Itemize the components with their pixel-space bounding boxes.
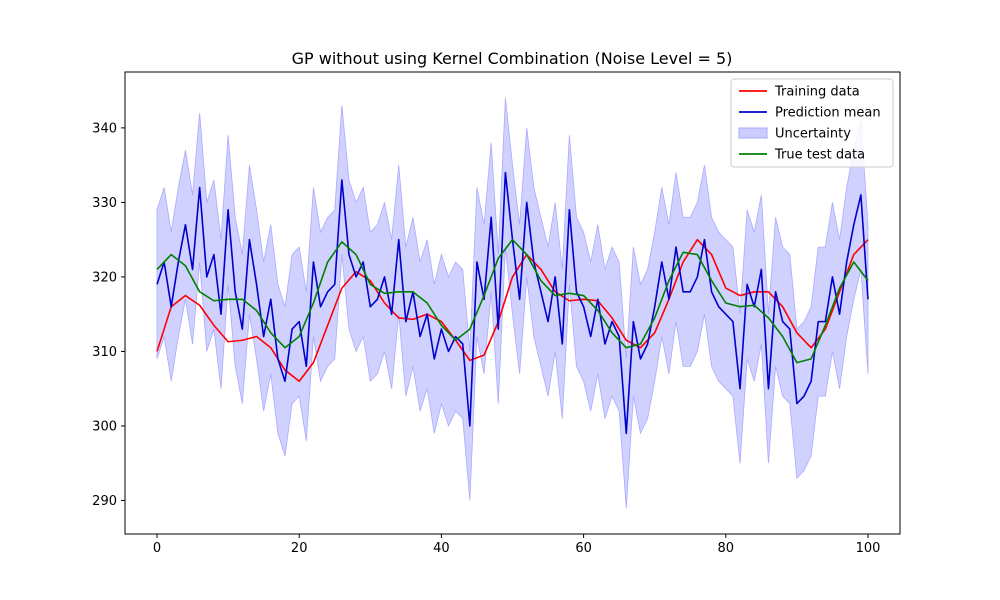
x-tick-label: 100: [856, 541, 881, 556]
series-lines-layer: [156, 171, 869, 435]
x-tick-label: 60: [575, 541, 592, 556]
uncertainty-band-layer: [156, 98, 869, 508]
x-tick-label: 40: [433, 541, 450, 556]
series-line-true-test-data: [156, 238, 869, 364]
y-tick-label: 340: [92, 121, 117, 136]
legend-swatch-uncertainty: [738, 127, 768, 139]
y-tick-label: 300: [92, 419, 117, 434]
legend: Training data Prediction mean Uncertainty T…: [730, 78, 894, 168]
y-tick-label: 310: [92, 345, 117, 360]
y-axis: 290 300 310 320 330 340: [92, 121, 125, 509]
x-tick-label: 20: [291, 541, 308, 556]
legend-label-training-data: Training data: [774, 85, 860, 100]
x-tick-label: 80: [718, 541, 735, 556]
y-tick-label: 290: [92, 494, 117, 509]
y-tick-label: 330: [92, 196, 117, 211]
legend-label-uncertainty: Uncertainty: [775, 127, 851, 142]
x-tick-label: 0: [153, 541, 161, 556]
chart-title: GP without using Kernel Combination (Noi…: [292, 49, 733, 68]
y-tick-label: 320: [92, 270, 117, 285]
x-axis: 0 20 40 60 80 100: [153, 534, 881, 556]
legend-label-true-test-data: True test data: [774, 148, 865, 163]
legend-box: [730, 78, 894, 168]
legend-label-prediction-mean: Prediction mean: [775, 106, 881, 121]
plot-frame: [124, 71, 901, 535]
uncertainty-band: [156, 98, 869, 508]
